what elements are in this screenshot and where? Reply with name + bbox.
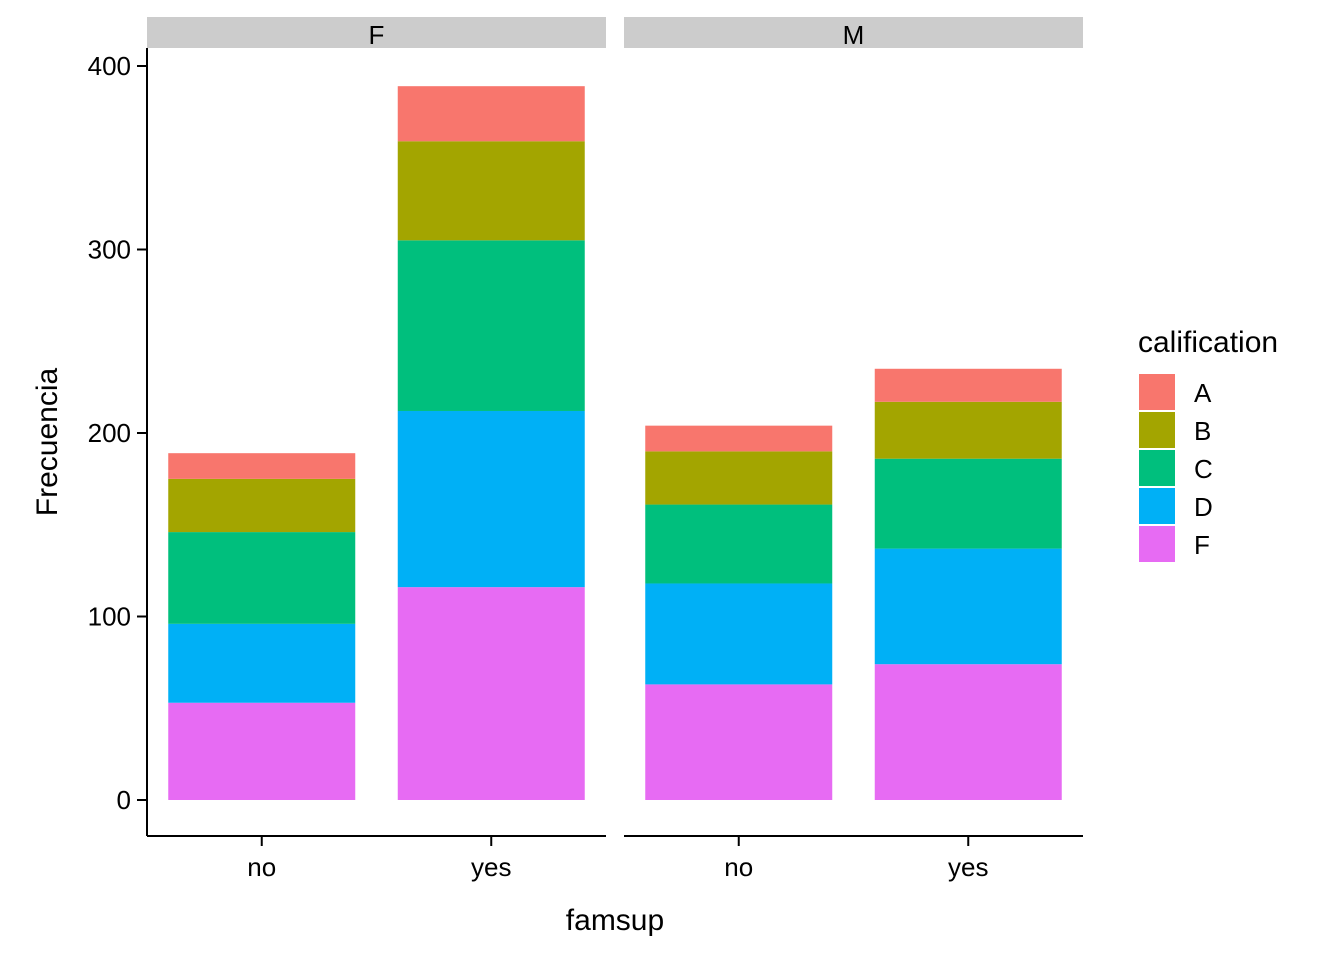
y-tick-label: 100 — [88, 602, 131, 632]
facet-strip — [147, 17, 606, 48]
legend-key-A — [1139, 374, 1175, 410]
bar-segment-A — [397, 86, 585, 142]
bar-segment-A — [645, 425, 833, 452]
bar-segment-D — [168, 623, 356, 703]
y-axis-title: Frecuencia — [31, 367, 64, 516]
x-tick-label: no — [724, 852, 753, 882]
legend-label: A — [1194, 378, 1212, 408]
legend-key-F — [1139, 526, 1175, 562]
facet-label: M — [843, 20, 865, 50]
x-tick-label: no — [247, 852, 276, 882]
bar-segment-F — [874, 664, 1062, 800]
bar-segment-D — [645, 583, 833, 685]
bar-segment-C — [168, 532, 356, 624]
x-tick-label: yes — [471, 852, 511, 882]
y-tick-label: 0 — [117, 785, 131, 815]
legend-label: B — [1194, 416, 1211, 446]
x-tick-label: yes — [948, 852, 988, 882]
bar-segment-C — [397, 240, 585, 411]
legend-label: F — [1194, 530, 1210, 560]
legend-key-B — [1139, 412, 1175, 448]
y-tick-label: 300 — [88, 235, 131, 265]
bar-segment-A — [874, 368, 1062, 402]
bar-segment-B — [645, 451, 833, 505]
bar-segment-C — [874, 458, 1062, 549]
bar-segment-F — [645, 684, 833, 800]
legend-label: C — [1194, 454, 1213, 484]
bar-segment-B — [397, 141, 585, 241]
bar-segment-D — [874, 548, 1062, 665]
bar-segment-B — [168, 478, 356, 533]
bar-segment-F — [168, 702, 356, 800]
x-axis-title: famsup — [566, 904, 664, 937]
bar-segment-F — [397, 587, 585, 800]
bar-segment-B — [874, 401, 1062, 459]
bar-segment-A — [168, 453, 356, 479]
legend-key-C — [1139, 450, 1175, 486]
y-tick-label: 400 — [88, 51, 131, 81]
facet-strip — [624, 17, 1083, 48]
legend-label: D — [1194, 492, 1213, 522]
bar-segment-C — [645, 504, 833, 584]
y-tick-label: 200 — [88, 418, 131, 448]
facet-label: F — [369, 20, 385, 50]
bar-segment-D — [397, 410, 585, 588]
legend-key-D — [1139, 488, 1175, 524]
legend-title: calification — [1138, 326, 1278, 359]
